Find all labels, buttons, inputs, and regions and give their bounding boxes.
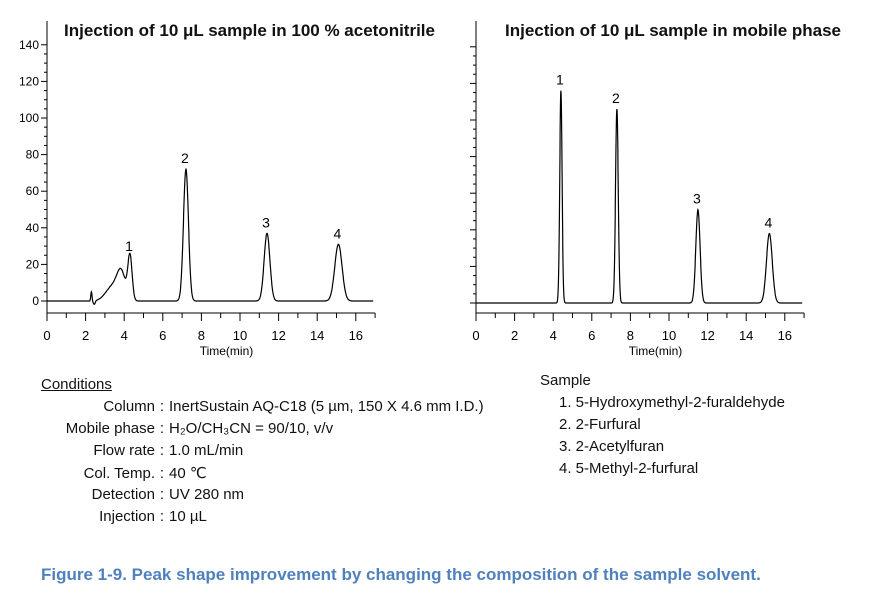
condition-separator: : [159,486,165,503]
condition-label: Flow rate [93,442,155,459]
chromatogram-trace [47,167,374,305]
sample-item: 1. 5-Hydroxymethyl-2-furaldehyde [559,394,785,411]
y-tick-label: 100 [19,111,39,125]
condition-row: Detection: UV 280 nm [15,486,244,503]
condition-value: 40 ℃ [169,465,207,482]
condition-value: H₂O/CH₃CN = 90/10, v/v [169,420,334,437]
x-tick-label: 10 [233,328,247,343]
x-tick-label: 2 [82,328,89,343]
condition-label: Detection [91,486,155,503]
x-tick-label: 2 [511,328,518,343]
condition-separator: : [159,420,165,437]
sample-item: 3. 2-Acetylfuran [559,438,665,455]
sample-item: 2. 2-Furfural [559,416,641,433]
y-tick-label: 20 [26,257,40,271]
condition-value: 10 µL [169,508,207,525]
chromatogram-trace [476,90,803,304]
condition-separator: : [159,442,165,459]
condition-value: 1.0 mL/min [169,442,244,459]
x-tick-label: 14 [739,328,753,343]
condition-row: Flow rate:1.0 mL/min [15,442,243,459]
peak-label-3: 3 [262,214,270,230]
y-tick-label: 0 [32,294,39,308]
condition-label: Col. Temp. [83,465,155,482]
condition-separator: : [159,508,165,525]
y-tick-label: 60 [26,184,40,198]
x-tick-label: 0 [43,328,50,343]
x-tick-label: 16 [349,328,363,343]
chart-right-title: Injection of 10 μL sample in mobile phas… [505,21,841,40]
condition-separator: : [159,398,165,415]
x-tick-label: 8 [627,328,634,343]
peak-label-4: 4 [764,214,772,230]
condition-label: Column [103,398,155,415]
peak-label-1: 1 [556,72,564,88]
peak-label-1: 1 [125,238,133,254]
x-tick-label: 6 [159,328,166,343]
condition-row: Column: InertSustain AQ-C18 (5 µm, 150 X … [15,398,484,415]
sample-item: 4. 5-Methyl-2-furfural [559,460,699,477]
y-tick-label: 40 [26,221,40,235]
x-tick-label: 8 [198,328,205,343]
y-tick-label: 120 [19,74,39,88]
peak-label-3: 3 [693,191,701,207]
condition-label: Mobile phase [65,420,155,437]
x-axis-label: Time(min) [629,344,683,358]
x-axis-label: Time(min) [200,344,254,358]
condition-row: Injection:10 µL [15,508,207,525]
x-tick-label: 16 [778,328,792,343]
x-tick-label: 4 [121,328,128,343]
peak-label-2: 2 [181,150,189,166]
peak-label-2: 2 [612,90,620,106]
chart-left-title: Injection of 10 μL sample in 100 % aceto… [64,21,435,40]
y-tick-label: 80 [26,148,40,162]
condition-row: Col. Temp.:40 ℃ [15,464,207,482]
x-tick-label: 12 [271,328,285,343]
x-tick-label: 6 [588,328,595,343]
x-tick-label: 14 [310,328,324,343]
sample-title: Sample [540,372,591,389]
condition-row: Mobile phase: H₂O/CH₃CN = 90/10, v/v [15,420,333,437]
peak-label-4: 4 [334,225,342,241]
condition-separator: : [159,465,165,482]
x-tick-label: 12 [700,328,714,343]
x-tick-label: 10 [662,328,676,343]
figure-caption: Figure 1-9. Peak shape improvement by ch… [41,565,761,584]
y-tick-label: 140 [19,38,39,52]
condition-value: InertSustain AQ-C18 (5 µm, 150 X 4.6 mm … [169,398,484,415]
condition-value: UV 280 nm [169,486,245,503]
conditions-title: Conditions [41,376,112,393]
condition-label: Injection [99,508,155,525]
x-tick-label: 4 [550,328,557,343]
x-tick-label: 0 [472,328,479,343]
